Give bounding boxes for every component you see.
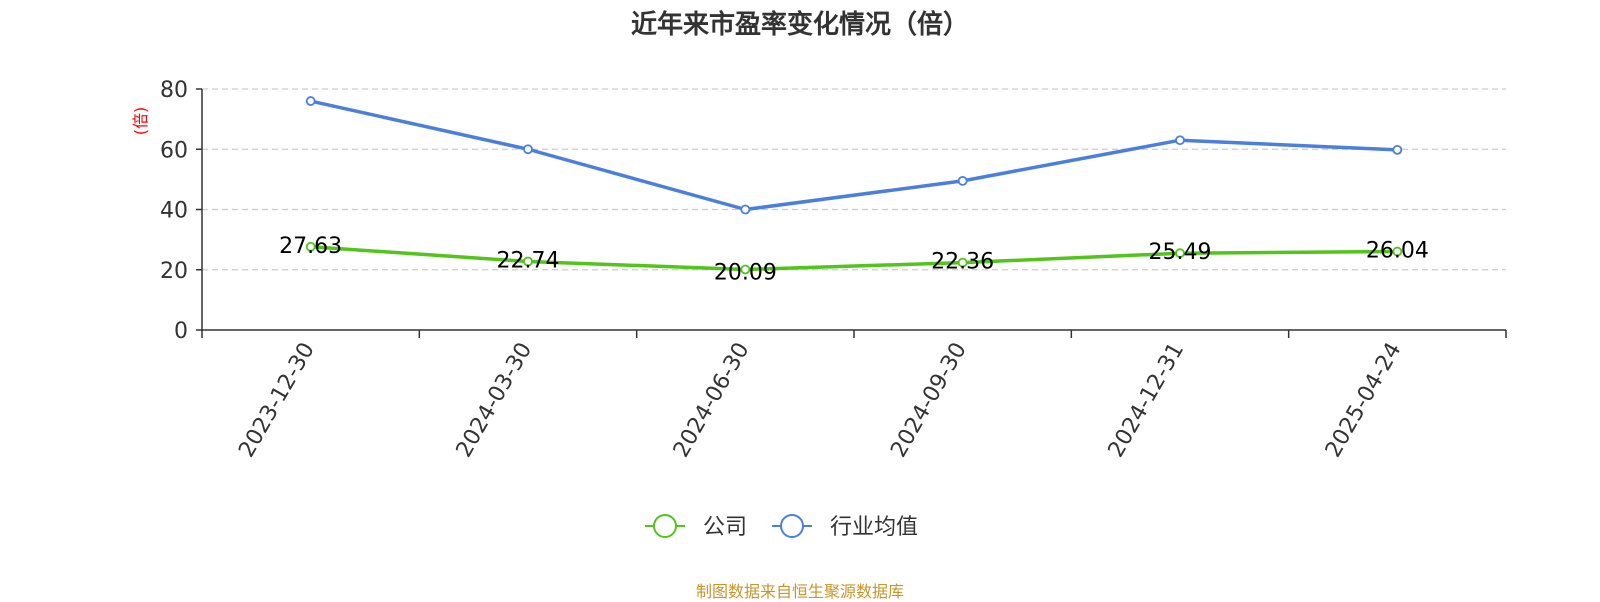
legend-label: 行业均值 [830,515,918,540]
x-tick-label: 2024-12-31 [1104,339,1190,462]
x-tick-label: 2024-06-30 [669,339,755,462]
data-point [1175,248,1185,259]
series-line-1 [310,99,1398,212]
legend: 公司 行业均值 [645,514,918,540]
legend-marker-icon [653,514,677,538]
legend-label: 公司 [703,515,747,540]
y-tick-label: 40 [160,199,188,224]
series-lines [305,96,1403,275]
y-tick-label: 20 [160,259,188,284]
data-label: 27.63 [279,234,342,259]
data-point [957,257,968,268]
data-point [740,204,751,215]
data-point [305,241,316,252]
data-label: 20.09 [714,260,777,285]
data-labels: 27.63 22.74 20.09 22.36 25.49 26.04 [279,234,1429,286]
x-tick-label: 2025-04-24 [1321,339,1407,462]
y-tick-label: 0 [174,319,188,344]
chart-title: 近年来市盈率变化情况（倍） [630,10,969,40]
source-note: 制图数据来自恒生聚源数据库 [695,582,904,601]
data-label: 22.74 [497,248,560,273]
y-tick-label: 80 [160,78,188,103]
data-point [305,96,316,106]
data-point [523,256,533,267]
data-point [1392,246,1403,257]
grid-lines [202,88,1506,271]
legend-marker-icon [780,514,804,538]
data-point [1175,135,1185,146]
x-tick-label: 2024-03-30 [452,339,538,462]
data-point [1392,144,1403,155]
y-tick-label: 60 [160,138,188,163]
x-tick-label: 2023-12-30 [234,339,320,462]
data-label: 22.36 [931,250,994,275]
series-line-0 [310,245,1398,272]
data-point [957,175,968,186]
x-tick-label: 2024-09-30 [886,339,972,462]
y-axis-label: (倍) [131,107,150,136]
data-point [523,144,533,155]
data-point [740,264,751,275]
data-label: 26.04 [1366,239,1429,264]
data-label: 25.49 [1149,240,1212,265]
